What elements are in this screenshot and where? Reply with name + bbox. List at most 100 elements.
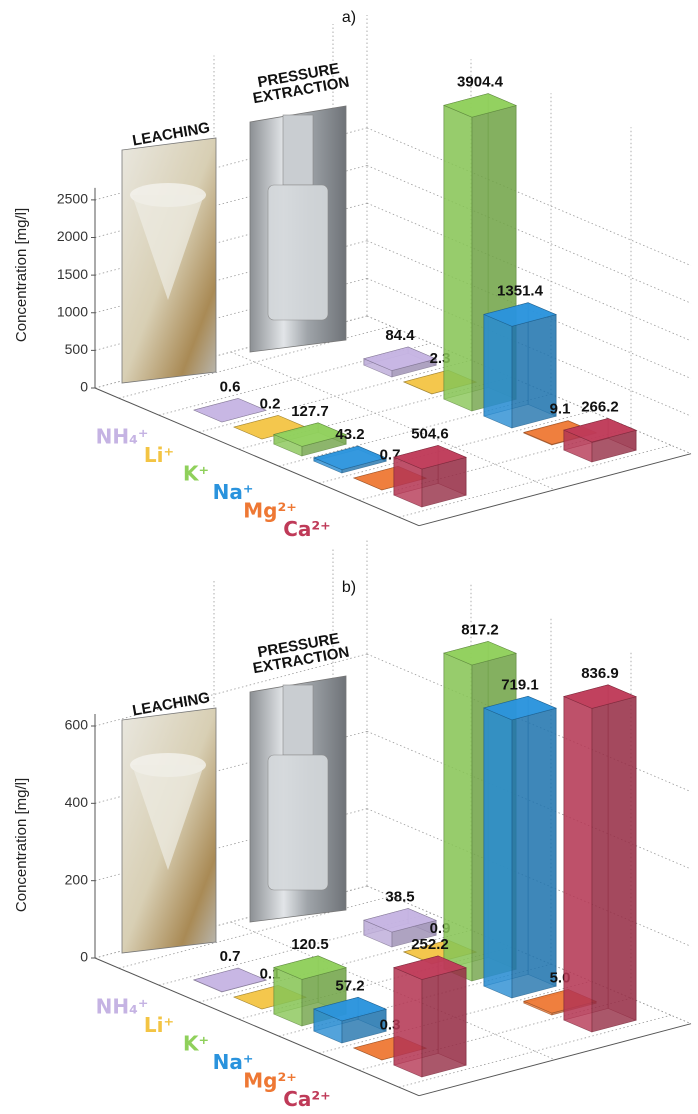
bar — [562, 684, 638, 1033]
value-label: 836.9 — [581, 665, 619, 682]
category-label: Ca²⁺ — [283, 1087, 331, 1111]
photo-detail — [282, 684, 314, 756]
bar-right — [421, 967, 467, 1078]
photo-detail — [132, 765, 204, 870]
bar-top — [192, 967, 268, 993]
y-tick-label: 1000 — [57, 303, 88, 319]
value-label: 0.2 — [260, 395, 281, 412]
category-label: NH₄⁺ — [96, 995, 149, 1019]
bar-top — [312, 445, 388, 471]
value-label: 719.1 — [501, 676, 539, 693]
bar — [392, 444, 468, 508]
value-label: 9.1 — [550, 401, 571, 418]
value-label: 1351.4 — [497, 283, 544, 300]
bar-top — [192, 398, 268, 423]
bar-top — [482, 695, 558, 721]
floor-grid — [358, 997, 632, 1071]
bar — [272, 955, 348, 1027]
bar-top — [442, 641, 518, 666]
value-label: 0.6 — [220, 378, 241, 395]
value-label: 0.7 — [220, 948, 241, 965]
bar-top — [392, 955, 468, 980]
bar — [482, 695, 558, 999]
bar-front — [443, 652, 473, 982]
bar-front — [483, 707, 513, 999]
legend-entry: PRESSURE EXTRACTION — [251, 629, 351, 678]
y-tick-label: 0 — [80, 379, 88, 395]
bar-front — [563, 696, 593, 1033]
floor-grid — [358, 427, 632, 501]
bar — [392, 955, 468, 1078]
bar-top — [362, 346, 438, 371]
floor-grid — [118, 895, 392, 969]
floor-grid — [230, 921, 556, 1061]
photo-detail — [267, 184, 329, 321]
value-label: 120.5 — [291, 936, 329, 953]
value-label: 38.5 — [385, 888, 414, 905]
floor-grid — [158, 342, 432, 416]
floor-grid — [158, 912, 432, 986]
value-label: 43.2 — [335, 426, 364, 443]
bar — [312, 445, 388, 474]
category-label: Mg²⁺ — [243, 499, 297, 523]
grid-line — [94, 202, 368, 276]
grid-line — [94, 730, 368, 804]
category-label: K⁺ — [183, 1032, 209, 1056]
bar — [192, 398, 268, 423]
bar-top — [482, 302, 558, 327]
floor-right-edge — [418, 453, 692, 527]
y-tick-label: 2500 — [57, 191, 88, 207]
series-label-box: PRESSURE EXTRACTION — [252, 60, 351, 108]
category-label: Na⁺ — [213, 480, 254, 504]
category-label: Li⁺ — [144, 1013, 174, 1037]
bar-right — [591, 696, 637, 1033]
value-label: 3904.4 — [457, 74, 504, 91]
y-tick-label: 600 — [65, 717, 89, 733]
bar — [312, 996, 388, 1044]
value-label: 266.2 — [581, 398, 619, 415]
floor-grid — [230, 351, 556, 491]
value-label: 817.2 — [461, 621, 499, 638]
floor-front-edge — [94, 957, 420, 1097]
bar — [482, 302, 558, 429]
bar-front — [483, 313, 513, 429]
value-label: 504.6 — [411, 425, 449, 442]
bar — [362, 346, 438, 378]
bar-top — [562, 684, 638, 709]
grid-line — [94, 808, 368, 882]
y-axis-label: Concentration [mg/l] — [13, 778, 30, 912]
y-tick-label: 2000 — [57, 228, 88, 244]
y-tick-label: 200 — [65, 871, 89, 887]
floor-grid — [398, 1014, 672, 1088]
bar-right — [511, 707, 557, 999]
bar-top — [392, 445, 468, 470]
grid-line — [94, 653, 368, 727]
y-tick-label: 500 — [65, 341, 89, 357]
bar-top — [562, 418, 638, 443]
grid-line — [366, 127, 692, 266]
grid-line — [94, 885, 368, 959]
grid-line — [94, 315, 368, 389]
category-label: Ca²⁺ — [283, 517, 331, 541]
floor-front-edge — [94, 387, 420, 527]
bar-top — [312, 996, 388, 1022]
value-label: 252.2 — [411, 936, 449, 953]
bar — [192, 967, 268, 993]
floor-grid — [118, 325, 392, 399]
category-label: Na⁺ — [213, 1050, 254, 1074]
grid-line — [94, 277, 368, 351]
category-label: Li⁺ — [144, 443, 174, 467]
value-label: 57.2 — [335, 977, 364, 994]
grid-line — [366, 165, 692, 304]
floor-grid — [398, 444, 672, 518]
photo-detail — [132, 195, 204, 300]
series-label-box: PRESSURE EXTRACTION — [251, 629, 351, 678]
floor-grid — [318, 410, 592, 484]
y-axis-label: Concentration [mg/l] — [13, 208, 30, 342]
bar-front — [393, 967, 423, 1078]
photo-detail — [282, 114, 314, 186]
bar-front — [443, 104, 473, 412]
panel-title: a) — [342, 9, 356, 26]
grid-line — [94, 240, 368, 314]
